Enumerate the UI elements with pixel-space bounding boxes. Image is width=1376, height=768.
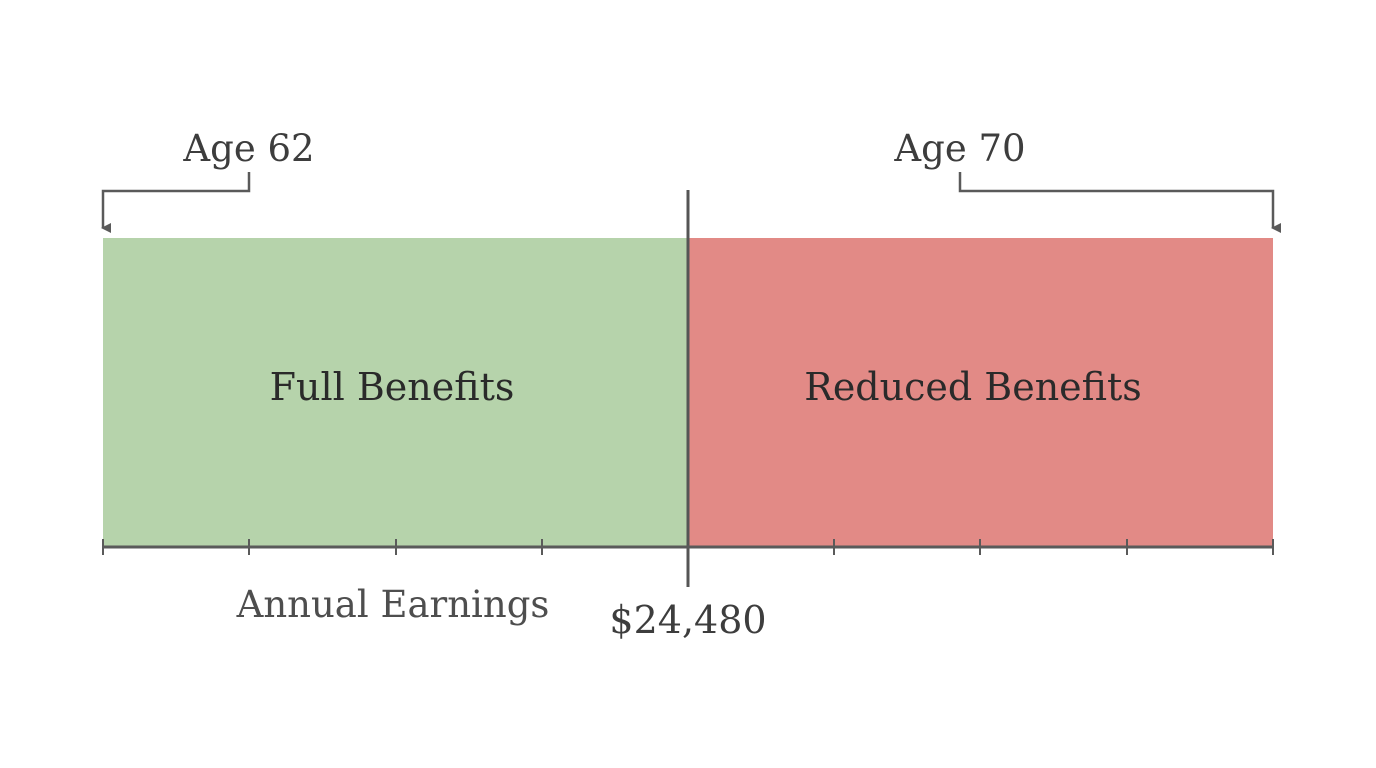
threshold-label: $24,480 — [609, 598, 766, 642]
full-benefits-label: Full Benefits — [270, 365, 515, 409]
age-end-label: Age 70 — [893, 127, 1025, 170]
reduced-benefits-label: Reduced Benefits — [804, 365, 1142, 409]
age-end-arrow — [958, 172, 1281, 233]
axis-label: Annual Earnings — [236, 583, 550, 626]
reduced-benefits-region — [688, 238, 1273, 546]
age-start-label: Age 62 — [182, 127, 314, 170]
age-start-arrow — [101, 172, 251, 233]
axis-ticks — [102, 539, 1274, 555]
full-benefits-region — [103, 238, 688, 546]
